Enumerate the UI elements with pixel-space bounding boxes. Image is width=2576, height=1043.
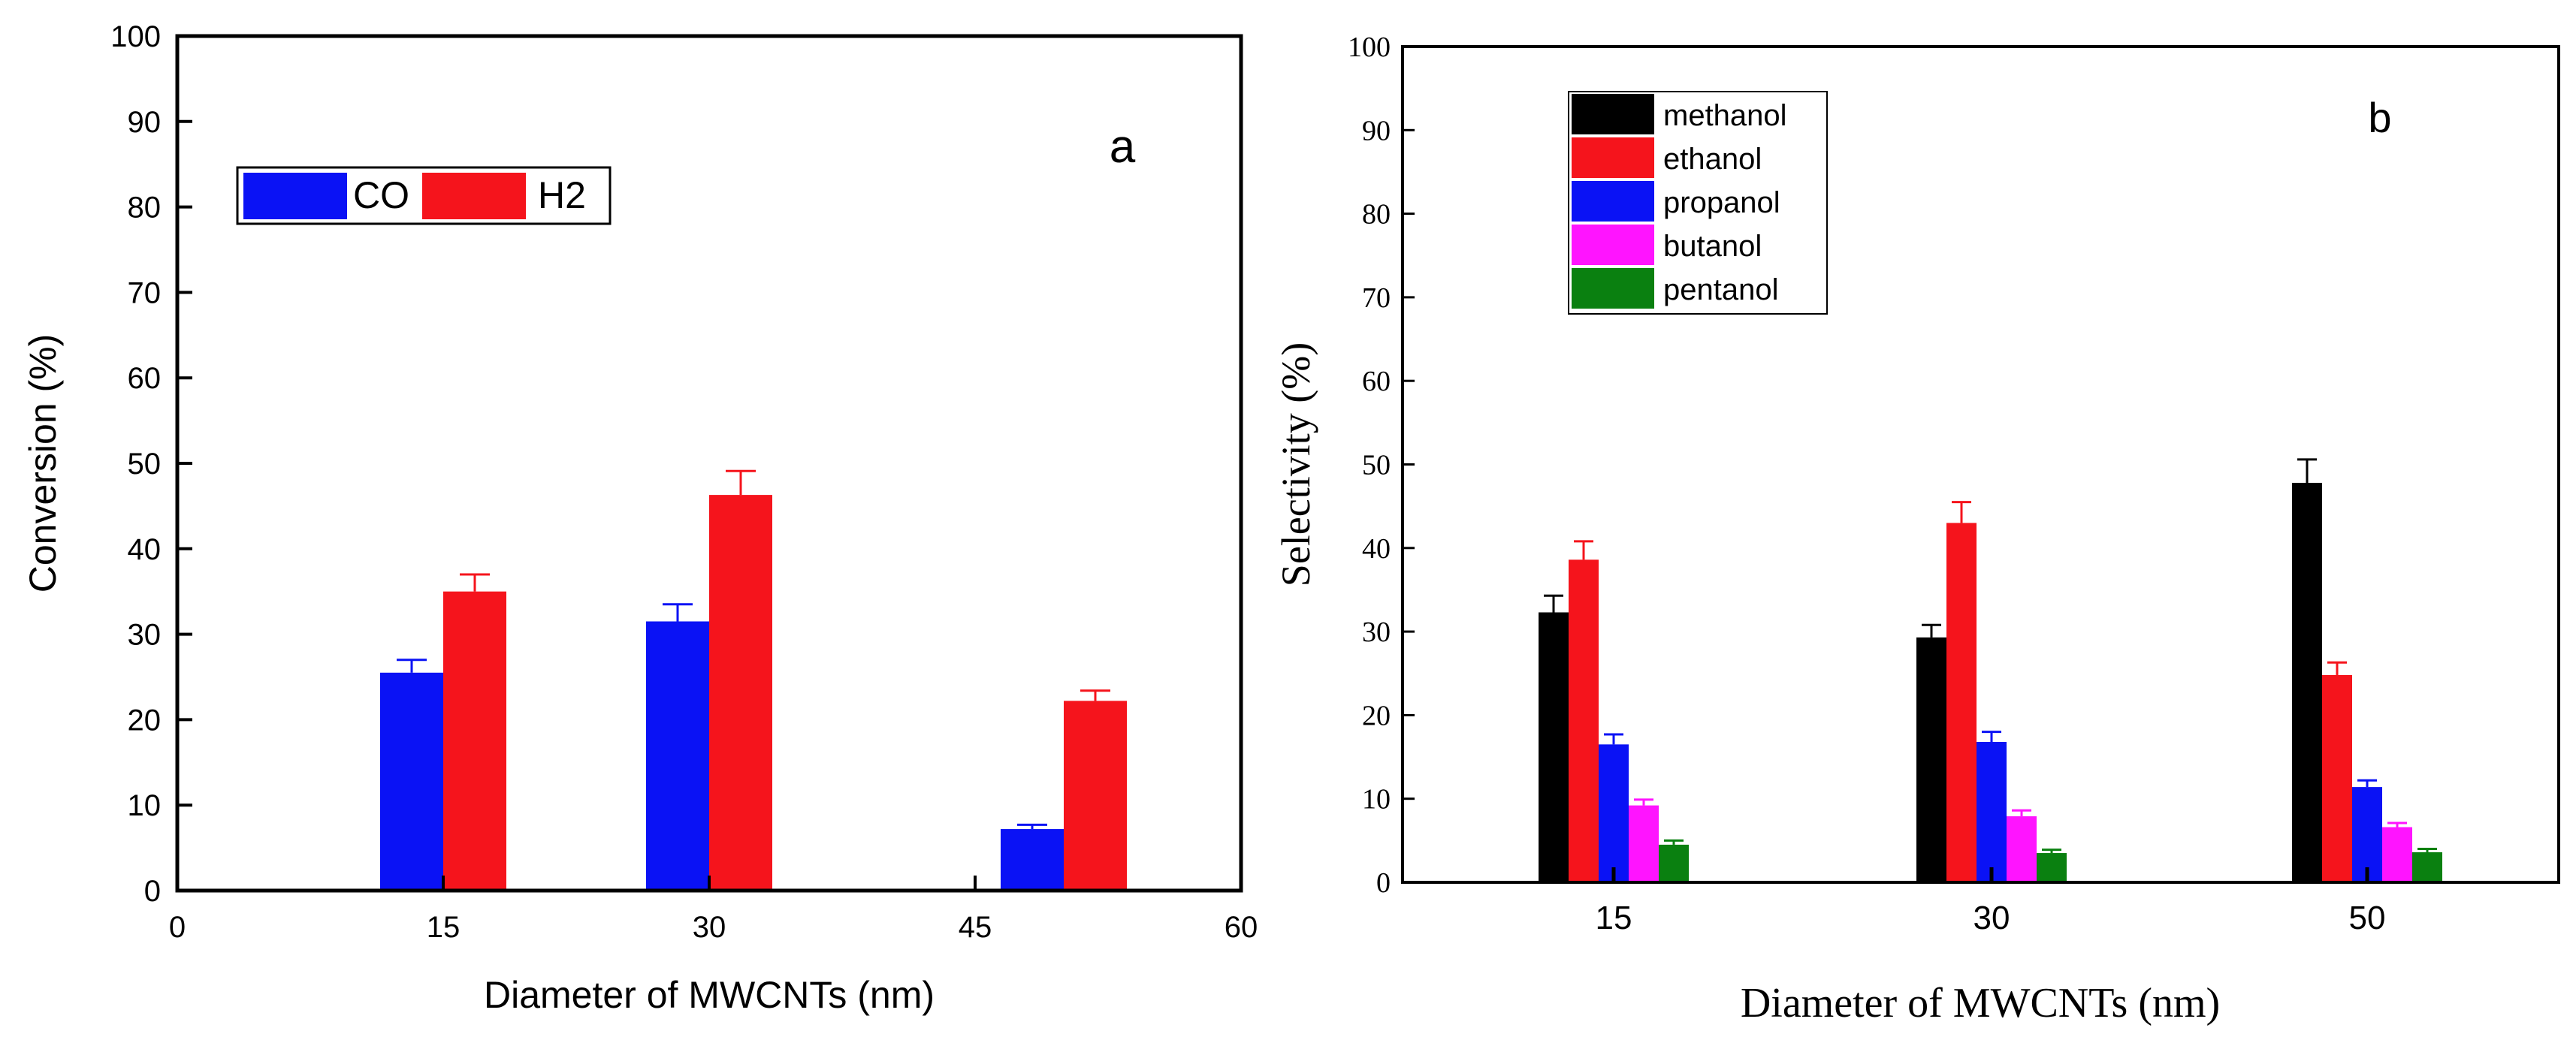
bar-butanol-15 [1629,805,1659,882]
bar-ethanol-30 [1946,523,1977,882]
panel-b-selectivity-chart: 0 10 20 30 40 50 60 70 80 90 100 15 30 50 Diameter of … [1273,32,2560,1026]
legend-swatch-propanol [1572,181,1654,222]
bar-methanol-15 [1539,612,1569,882]
legend-swatch-h2 [422,173,526,219]
panel-a-conversion-chart: 0 10 20 30 40 50 60 70 80 90 100 0 15 30 45 60 Diameter … [22,20,1258,1016]
y-tick-label: 30 [1362,616,1391,648]
y-tick-label: 90 [1362,115,1391,146]
bar-propanol-30 [1977,742,2007,882]
bar-h2-30 [709,495,772,891]
y-tick-label: 20 [1362,700,1391,731]
bar-ethanol-15 [1569,559,1599,882]
y-axis-label: Selectivity (%) [1273,342,1318,586]
bar-h2-15 [443,591,506,891]
bar-pentanol-50 [2412,852,2442,882]
legend-swatch-pentanol [1572,268,1654,309]
y-tick-label: 40 [128,533,162,566]
x-tick-label: 45 [959,911,992,944]
y-tick-label: 10 [128,789,162,822]
x-tick-label: 15 [427,911,461,944]
legend: CO H2 [236,166,612,225]
legend-label-ethanol: ethanol [1663,143,1762,176]
bar-pentanol-15 [1659,844,1689,882]
legend-swatch-methanol [1572,94,1654,134]
bar-butanol-50 [2382,827,2412,882]
y-tick-label: 100 [1348,32,1391,63]
y-tick-label: 70 [128,276,162,309]
panel-label: a [1110,121,1136,173]
bar-methanol-30 [1916,637,1946,882]
legend-swatch-ethanol [1572,137,1654,178]
y-tick-label: 0 [1376,867,1391,899]
legend-swatch-co [243,173,347,219]
bar-pentanol-30 [2037,853,2067,882]
y-tick-label: 50 [1362,450,1391,481]
y-tick-label: 70 [1362,282,1391,314]
legend: methanol ethanol propanol butanol pentanol [1568,91,1828,315]
bar-ethanol-50 [2322,674,2352,882]
y-tick-label: 80 [1362,199,1391,231]
y-axis-label: Conversion (%) [22,334,64,593]
y-tick-label: 100 [110,20,161,53]
legend-label-co: CO [353,174,409,216]
y-tick-label: 60 [1362,366,1391,397]
bar-co-30 [646,621,709,891]
y-tick-label: 40 [1362,533,1391,565]
panel-label: b [2368,94,2391,141]
legend-label-methanol: methanol [1663,99,1787,132]
y-tick-label: 0 [144,875,161,908]
y-tick-label: 30 [128,619,162,652]
bar-propanol-50 [2352,787,2382,882]
y-tick-label: 10 [1362,784,1391,815]
y-tick-label: 90 [128,106,162,139]
x-axis-label: Diameter of MWCNTs (nm) [484,974,935,1016]
x-tick-label: 30 [1974,900,2010,936]
y-tick-label: 60 [128,362,162,395]
bar-butanol-30 [2007,816,2037,882]
x-tick-label: 30 [693,911,726,944]
y-tick-label: 50 [128,448,162,481]
legend-label-pentanol: pentanol [1663,273,1778,306]
bar-co-15 [380,672,443,891]
bar-h2-50 [1064,701,1127,891]
y-tick-label: 20 [128,704,162,737]
bar-methanol-50 [2292,482,2322,882]
legend-swatch-butanol [1572,225,1654,265]
x-tick-label: 50 [2349,900,2386,936]
bar-co-50 [1001,829,1064,891]
x-tick-label: 15 [1596,900,1632,936]
legend-label-butanol: butanol [1663,230,1762,263]
x-tick-label: 0 [169,911,186,944]
bar-propanol-15 [1599,744,1629,882]
legend-label-h2: H2 [538,174,586,216]
x-tick-label: 60 [1225,911,1258,944]
y-tick-label: 80 [128,191,162,225]
legend-label-propanol: propanol [1663,186,1780,219]
x-axis-label: Diameter of MWCNTs (nm) [1741,980,2220,1026]
